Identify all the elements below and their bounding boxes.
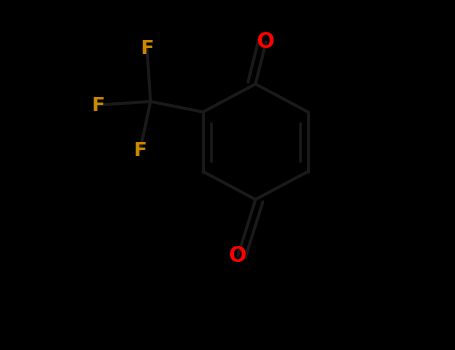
Text: F: F [141, 40, 154, 58]
Text: F: F [133, 141, 147, 160]
Text: F: F [91, 96, 105, 114]
Text: O: O [229, 245, 247, 266]
Text: O: O [257, 32, 275, 52]
